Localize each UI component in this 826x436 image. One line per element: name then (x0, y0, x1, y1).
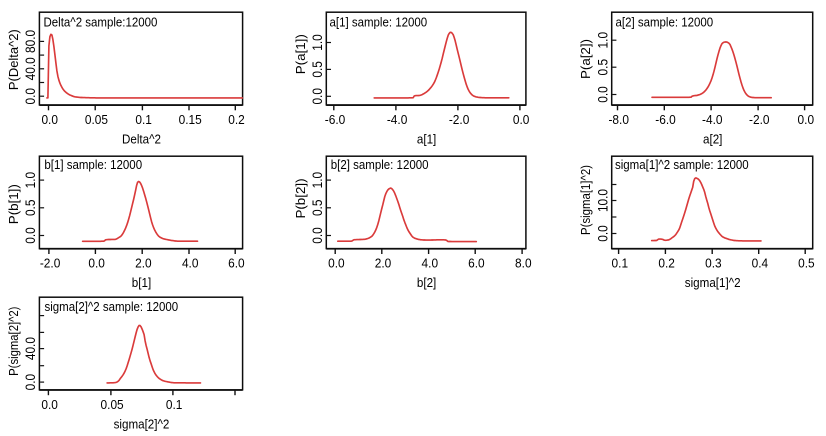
svg-text:sigma[2]^2: sigma[2]^2 (114, 416, 170, 431)
svg-text:0.0: 0.0 (23, 227, 38, 244)
svg-text:0.5: 0.5 (310, 61, 325, 78)
svg-text:10.0: 10.0 (596, 189, 611, 212)
svg-text:0.1: 0.1 (135, 112, 152, 127)
svg-text:0.05: 0.05 (85, 112, 108, 127)
svg-text:a[2]: a[2] (703, 131, 722, 146)
svg-text:-4.0: -4.0 (387, 112, 408, 127)
svg-text:b[2]: b[2] (417, 275, 436, 290)
svg-text:P(a[2]): P(a[2]) (578, 39, 593, 79)
svg-text:0.0: 0.0 (310, 227, 325, 244)
svg-text:b[2] sample: 12000: b[2] sample: 12000 (331, 157, 429, 172)
svg-text:0.0: 0.0 (23, 88, 38, 105)
svg-text:0.0: 0.0 (23, 374, 38, 391)
svg-text:0.15: 0.15 (179, 112, 202, 127)
svg-text:0.0: 0.0 (596, 225, 611, 242)
svg-text:0.0: 0.0 (41, 397, 58, 412)
svg-text:-2.0: -2.0 (449, 112, 470, 127)
svg-text:-2.0: -2.0 (40, 256, 61, 271)
svg-text:40.0: 40.0 (23, 57, 38, 80)
svg-text:Delta^2: Delta^2 (122, 131, 161, 146)
svg-text:-8.0: -8.0 (608, 112, 629, 127)
svg-text:-4.0: -4.0 (702, 112, 723, 127)
svg-text:0.0: 0.0 (88, 256, 105, 271)
svg-text:0.1: 0.1 (612, 256, 629, 271)
svg-text:1.0: 1.0 (310, 34, 325, 51)
svg-text:0.2: 0.2 (658, 256, 675, 271)
svg-text:P(b[1]): P(b[1]) (6, 184, 21, 224)
svg-text:0.5: 0.5 (23, 200, 38, 217)
svg-text:sigma[2]^2 sample: 12000: sigma[2]^2 sample: 12000 (45, 299, 179, 314)
svg-text:80.0: 80.0 (23, 30, 38, 53)
svg-text:40.0: 40.0 (23, 337, 38, 360)
svg-text:P(b[2]): P(b[2]) (293, 178, 308, 218)
svg-text:2.0: 2.0 (375, 256, 392, 271)
svg-text:sigma[1]^2 sample: 12000: sigma[1]^2 sample: 12000 (615, 157, 749, 172)
svg-text:0.05: 0.05 (101, 397, 124, 412)
svg-text:0.3: 0.3 (705, 256, 722, 271)
svg-text:4.0: 4.0 (422, 256, 439, 271)
svg-text:1.0: 1.0 (23, 172, 38, 189)
svg-text:6.0: 6.0 (468, 256, 485, 271)
svg-text:b[1]: b[1] (132, 275, 151, 290)
svg-text:0.4: 0.4 (752, 256, 769, 271)
svg-text:0.0: 0.0 (328, 256, 345, 271)
svg-text:0.0: 0.0 (41, 112, 58, 127)
svg-text:P(sigma[1]^2): P(sigma[1]^2) (578, 165, 593, 235)
svg-text:4.0: 4.0 (182, 256, 199, 271)
svg-text:sigma[1]^2: sigma[1]^2 (685, 275, 741, 290)
svg-text:a[2] sample: 12000: a[2] sample: 12000 (616, 14, 714, 29)
svg-text:2.0: 2.0 (135, 256, 152, 271)
svg-text:-6.0: -6.0 (325, 112, 346, 127)
svg-text:a[1]: a[1] (417, 131, 436, 146)
svg-text:0.0: 0.0 (310, 88, 325, 105)
svg-text:6.0: 6.0 (228, 256, 245, 271)
svg-text:P(a[1]): P(a[1]) (293, 34, 308, 74)
svg-text:0.1: 0.1 (166, 397, 183, 412)
svg-text:0.5: 0.5 (310, 200, 325, 217)
svg-text:0.0: 0.0 (596, 86, 611, 103)
svg-text:a[1] sample: 12000: a[1] sample: 12000 (330, 14, 428, 29)
svg-text:Delta^2 sample:12000: Delta^2 sample:12000 (44, 15, 158, 30)
svg-text:8.0: 8.0 (515, 256, 532, 271)
svg-text:-2.0: -2.0 (749, 112, 770, 127)
svg-text:P(sigma[2]^2): P(sigma[2]^2) (6, 307, 21, 376)
svg-text:0.5: 0.5 (798, 256, 815, 271)
svg-text:1.0: 1.0 (310, 172, 325, 189)
svg-text:P(Delta^2): P(Delta^2) (6, 29, 21, 90)
svg-text:0.5: 0.5 (596, 59, 611, 76)
svg-text:0.0: 0.0 (798, 112, 815, 127)
svg-text:-6.0: -6.0 (655, 112, 676, 127)
svg-text:0.0: 0.0 (513, 112, 530, 127)
svg-text:1.0: 1.0 (596, 32, 611, 49)
svg-text:0.2: 0.2 (228, 112, 245, 127)
svg-text:b[1] sample: 12000: b[1] sample: 12000 (44, 157, 142, 172)
